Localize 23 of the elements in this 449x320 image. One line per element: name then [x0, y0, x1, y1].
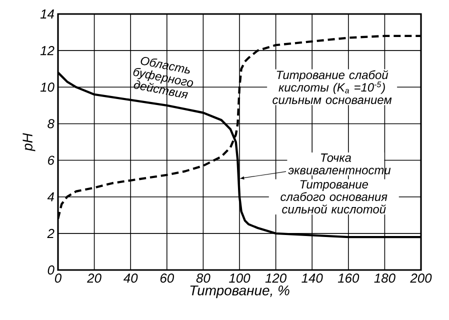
- x-tick-label: 160: [338, 274, 360, 283]
- x-tick-label: 120: [265, 274, 286, 283]
- y-tick-label: 14: [40, 10, 54, 18]
- x-tick-label: 140: [302, 274, 323, 283]
- x-tick-label: 200: [410, 274, 432, 283]
- y-axis-title: pH: [22, 133, 36, 152]
- x-tick-label: 20: [87, 274, 102, 283]
- x-tick-label: 180: [374, 274, 396, 283]
- series-label: Титрование слабого основания сильной кислотой: [280, 180, 388, 214]
- series-label: Титрование слабой кислоты (K$_{a}$ =10$^{-5}$) сильным основанием: [272, 70, 392, 104]
- x-tick-label: 40: [123, 274, 138, 283]
- y-tick-label: 4: [47, 192, 54, 202]
- y-tick-label: 8: [48, 119, 54, 128]
- x-tick-label: 60: [160, 274, 174, 283]
- x-tick-label: 80: [196, 274, 210, 283]
- y-tick-label: 0: [48, 265, 54, 275]
- x-tick-label: 100: [229, 274, 250, 283]
- y-tick-label: 6: [48, 156, 54, 165]
- x-axis-title: Титрование, %: [190, 286, 290, 298]
- y-tick-label: 12: [40, 46, 54, 56]
- y-tick-label: 10: [40, 82, 54, 92]
- x-tick-label: 0: [54, 274, 62, 283]
- y-tick-label: 2: [47, 228, 54, 238]
